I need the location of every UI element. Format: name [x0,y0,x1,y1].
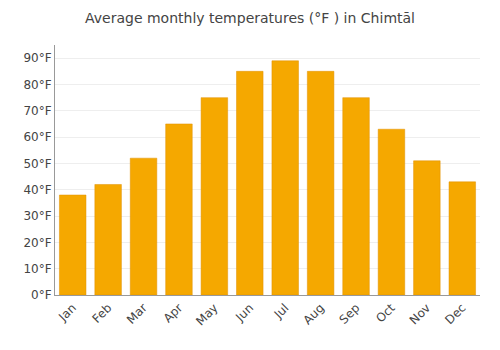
svg-text:Nov: Nov [407,301,433,327]
svg-text:Jun: Jun [232,301,256,325]
svg-text:Jan: Jan [55,301,79,325]
svg-text:Oct: Oct [373,301,398,326]
svg-text:0°F: 0°F [31,288,52,302]
svg-text:40°F: 40°F [23,183,51,197]
svg-text:Sep: Sep [337,301,363,327]
svg-text:70°F: 70°F [23,104,51,118]
svg-text:Average monthly temperatures (: Average monthly temperatures (°F ) in Ch… [85,10,415,26]
svg-text:90°F: 90°F [23,51,51,65]
svg-text:Feb: Feb [90,301,115,326]
svg-text:Aug: Aug [301,301,327,327]
svg-text:80°F: 80°F [23,78,51,92]
svg-text:May: May [193,301,220,328]
svg-text:50°F: 50°F [23,157,51,171]
svg-text:Apr: Apr [161,301,186,326]
svg-text:60°F: 60°F [23,130,51,144]
svg-text:Mar: Mar [124,301,150,327]
svg-text:10°F: 10°F [23,262,51,276]
svg-text:20°F: 20°F [23,236,51,250]
svg-text:Jul: Jul [271,301,292,322]
svg-text:Dec: Dec [442,301,468,327]
svg-text:30°F: 30°F [23,209,51,223]
